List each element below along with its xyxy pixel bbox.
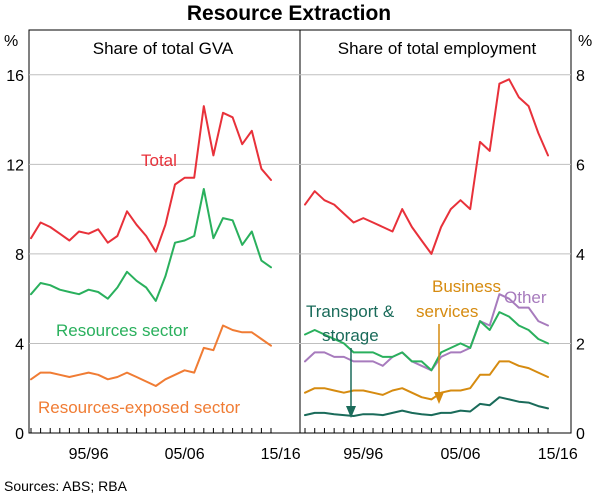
y-tick-label-right-0: 0 <box>576 426 585 443</box>
y-tick-label-right-3: 6 <box>576 157 585 174</box>
series-employment-total <box>304 78 549 255</box>
series-gva-total <box>30 105 272 253</box>
series-employment-other <box>304 293 549 372</box>
label-business-line1: Business <box>432 277 501 296</box>
x-tick-label-left-0: 95/96 <box>69 446 109 463</box>
source-note: Sources: ABS; RBA <box>4 478 128 494</box>
y-tick-label-right-2: 4 <box>576 247 585 264</box>
label-resources-sector: Resources sector <box>56 321 189 340</box>
series-gva-resources-exposed-sector <box>30 324 272 387</box>
y-tick-label-right-4: 8 <box>576 68 585 85</box>
y-tick-label-left-3: 12 <box>6 157 24 174</box>
y-tick-label-left-0: 0 <box>15 426 24 443</box>
x-tick-label-left-2: 15/16 <box>261 446 301 463</box>
label-transport-line2: storage <box>322 326 379 345</box>
y-tick-label-left-1: 4 <box>15 336 24 353</box>
label-total-gva: Total <box>141 151 177 170</box>
x-tick-label-left-1: 05/06 <box>165 446 205 463</box>
label-business-line2: services <box>416 302 478 321</box>
y-tick-label-left-4: 16 <box>6 68 24 85</box>
series-employment-resources-sector <box>304 311 549 372</box>
chart-title: Resource Extraction <box>187 2 391 25</box>
label-resources-exposed: Resources-exposed sector <box>38 398 241 417</box>
right-panel-title: Share of total employment <box>338 39 537 58</box>
x-tick-label-right-2: 15/16 <box>538 446 578 463</box>
y-tick-label-right-1: 2 <box>576 336 585 353</box>
x-tick-label-right-1: 05/06 <box>440 446 480 463</box>
business-arrow <box>434 324 444 404</box>
right-unit-label: % <box>578 33 592 50</box>
left-unit-label: % <box>4 33 18 50</box>
left-panel-title: Share of total GVA <box>93 39 234 58</box>
transport-arrow <box>346 348 356 418</box>
series-gva-resources-sector <box>30 188 272 302</box>
label-transport-line1: Transport & <box>306 302 395 321</box>
series-employment-transport-storage <box>304 396 549 417</box>
series-employment-business-services <box>304 360 549 401</box>
label-other: Other <box>504 288 547 307</box>
x-tick-label-right-0: 95/96 <box>343 446 383 463</box>
y-tick-label-left-2: 8 <box>15 247 24 264</box>
